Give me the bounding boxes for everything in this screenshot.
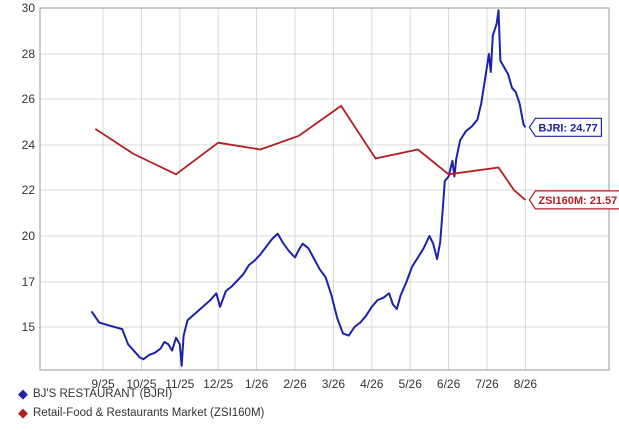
- legend-marker-bjri: ◆: [18, 385, 28, 401]
- y-tick-label: 24: [22, 138, 36, 152]
- legend-item-zsi160m: ◆ Retail-Food & Restaurants Market (ZSI1…: [14, 403, 264, 422]
- callouts: BJRI: 24.77 ZSI160M: 21.57: [528, 117, 619, 210]
- x-tick-label: 1/26: [245, 377, 269, 391]
- y-tick-label: 20: [22, 229, 36, 243]
- grid-lines: [40, 7, 609, 370]
- y-tick-label: 30: [22, 1, 36, 15]
- callout-zsi160m: ZSI160M: 21.57: [528, 190, 619, 210]
- legend: ◆ BJ'S RESTAURANT (BJRI) ◆ Retail-Food &…: [14, 384, 264, 422]
- x-tick-label: 5/26: [399, 377, 423, 391]
- series-line-bjri: [90, 9, 527, 367]
- x-tick-label: 7/26: [475, 377, 499, 391]
- x-tick-label: 10/25: [126, 377, 156, 391]
- x-tick-label: 9/25: [91, 377, 115, 391]
- y-tick-label: 15: [22, 320, 36, 334]
- y-tick-label: 28: [22, 47, 36, 61]
- x-tick-label: 12/25: [203, 377, 233, 391]
- callout-bjri: BJRI: 24.77: [528, 117, 603, 137]
- x-tick-label: 6/26: [437, 377, 461, 391]
- y-tick-label: 17: [22, 275, 36, 289]
- x-tick-label: 2/26: [283, 377, 307, 391]
- legend-label-zsi160m: Retail-Food & Restaurants Market (ZSI160…: [33, 406, 265, 419]
- x-tick-label: 4/26: [360, 377, 384, 391]
- y-tick-label: 22: [22, 183, 36, 197]
- callout-bjri-label: BJRI: 24.77: [538, 122, 597, 134]
- x-tick-label: 11/25: [165, 377, 194, 391]
- callout-zsi160m-box: [528, 190, 619, 210]
- series-layer: [90, 9, 527, 367]
- legend-marker-zsi160m: ◆: [18, 404, 28, 420]
- series-line-zsi160m: [94, 105, 526, 201]
- callout-zsi160m-label: ZSI160M: 21.57: [538, 195, 617, 207]
- legend-label-bjri: BJ'S RESTAURANT (BJRI): [33, 387, 173, 400]
- legend-item-bjri: ◆ BJ'S RESTAURANT (BJRI): [14, 384, 264, 403]
- plot-frame: [39, 7, 610, 371]
- x-axis: 9/25 10/25 11/25 12/25 1/26 2/26 3/26 4/26 5/26 6…: [91, 377, 537, 391]
- callout-bjri-box: [528, 117, 603, 137]
- x-tick-label: 8/26: [514, 377, 538, 391]
- y-axis: 15 17 20 22 24 26 28 30: [22, 1, 36, 334]
- x-tick-label: 3/26: [322, 377, 346, 391]
- y-tick-label: 26: [22, 92, 36, 106]
